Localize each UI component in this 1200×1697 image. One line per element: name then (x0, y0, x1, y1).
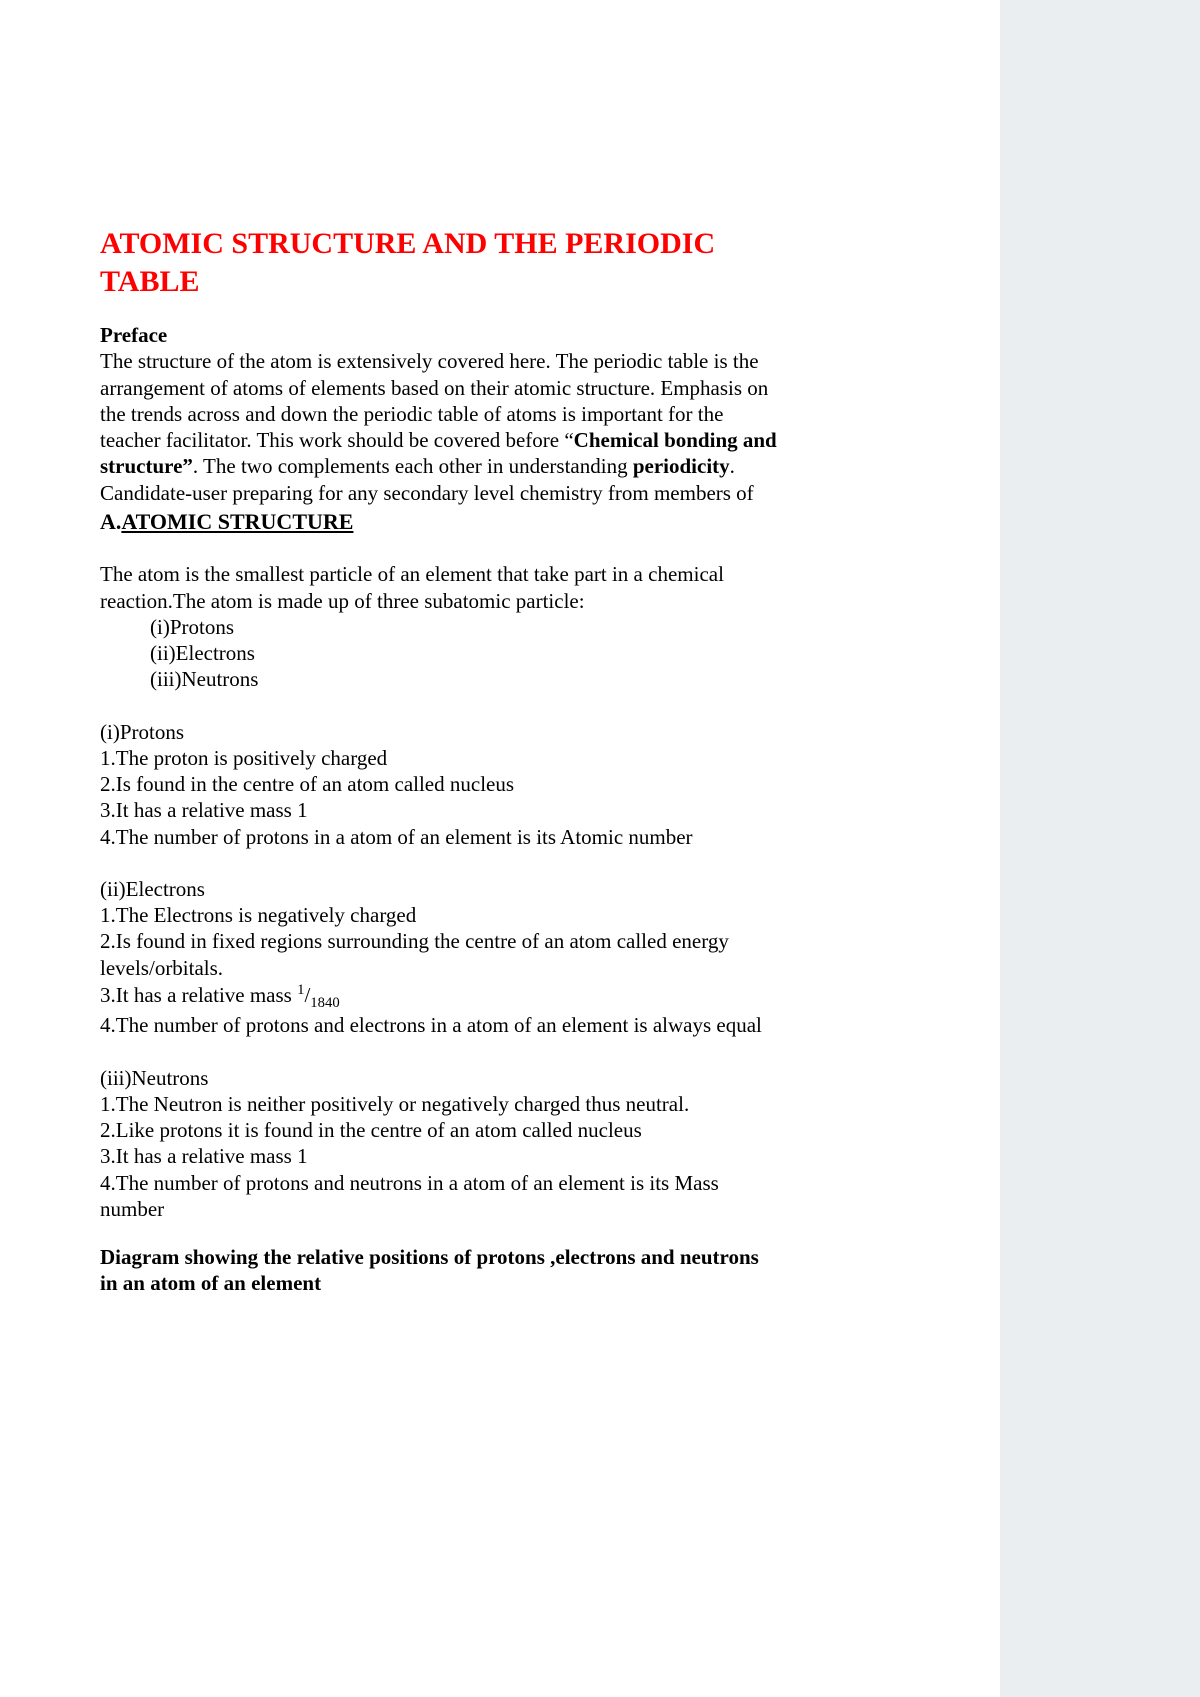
electrons-line-mass: 3.It has a relative mass 1/1840 (100, 981, 780, 1013)
intro-paragraph: The atom is the smallest particle of an … (100, 561, 780, 614)
page-title: ATOMIC STRUCTURE AND THE PERIODIC TABLE (100, 225, 780, 300)
electrons-mass-denominator: 1840 (310, 995, 339, 1011)
neutrons-line: 1.The Neutron is neither positively or n… (100, 1091, 780, 1117)
subatomic-list: (i)Protons (ii)Electrons (iii)Neutrons (100, 614, 780, 693)
list-item: (ii)Electrons (150, 640, 780, 666)
electrons-line: 2.Is found in fixed regions surrounding … (100, 928, 780, 981)
document-page: ATOMIC STRUCTURE AND THE PERIODIC TABLE … (0, 0, 1200, 1697)
section-a-prefix: A. (100, 509, 121, 534)
preface-text-2: . The two complements each other in unde… (193, 454, 633, 478)
section-a-title: ATOMIC STRUCTURE (121, 509, 353, 534)
electrons-section: (ii)Electrons 1.The Electrons is negativ… (100, 876, 780, 1039)
list-item: (i)Protons (150, 614, 780, 640)
electrons-heading: (ii)Electrons (100, 876, 780, 902)
protons-line: 4.The number of protons in a atom of an … (100, 824, 780, 850)
electrons-l3-pre: 3.It has a relative mass (100, 983, 297, 1007)
protons-line: 3.It has a relative mass 1 (100, 797, 780, 823)
section-a-heading: A.ATOMIC STRUCTURE (100, 508, 780, 536)
electrons-line: 1.The Electrons is negatively charged (100, 902, 780, 928)
neutrons-line: 3.It has a relative mass 1 (100, 1143, 780, 1169)
neutrons-section: (iii)Neutrons 1.The Neutron is neither p… (100, 1065, 780, 1223)
list-item: (iii)Neutrons (150, 666, 780, 692)
neutrons-line: 4.The number of protons and neutrons in … (100, 1170, 780, 1223)
preface-label: Preface (100, 323, 167, 347)
diagram-caption: Diagram showing the relative positions o… (100, 1244, 780, 1297)
neutrons-line: 2.Like protons it is found in the centre… (100, 1117, 780, 1143)
protons-line: 2.Is found in the centre of an atom call… (100, 771, 780, 797)
preface-bold-2: periodicity (633, 454, 730, 478)
protons-section: (i)Protons 1.The proton is positively ch… (100, 719, 780, 850)
electrons-line: 4.The number of protons and electrons in… (100, 1012, 780, 1038)
right-side-panel (1000, 0, 1200, 1697)
protons-line: 1.The proton is positively charged (100, 745, 780, 771)
protons-heading: (i)Protons (100, 719, 780, 745)
preface-block: Preface The structure of the atom is ext… (100, 322, 780, 506)
neutrons-heading: (iii)Neutrons (100, 1065, 780, 1091)
document-content: ATOMIC STRUCTURE AND THE PERIODIC TABLE … (100, 225, 780, 1297)
